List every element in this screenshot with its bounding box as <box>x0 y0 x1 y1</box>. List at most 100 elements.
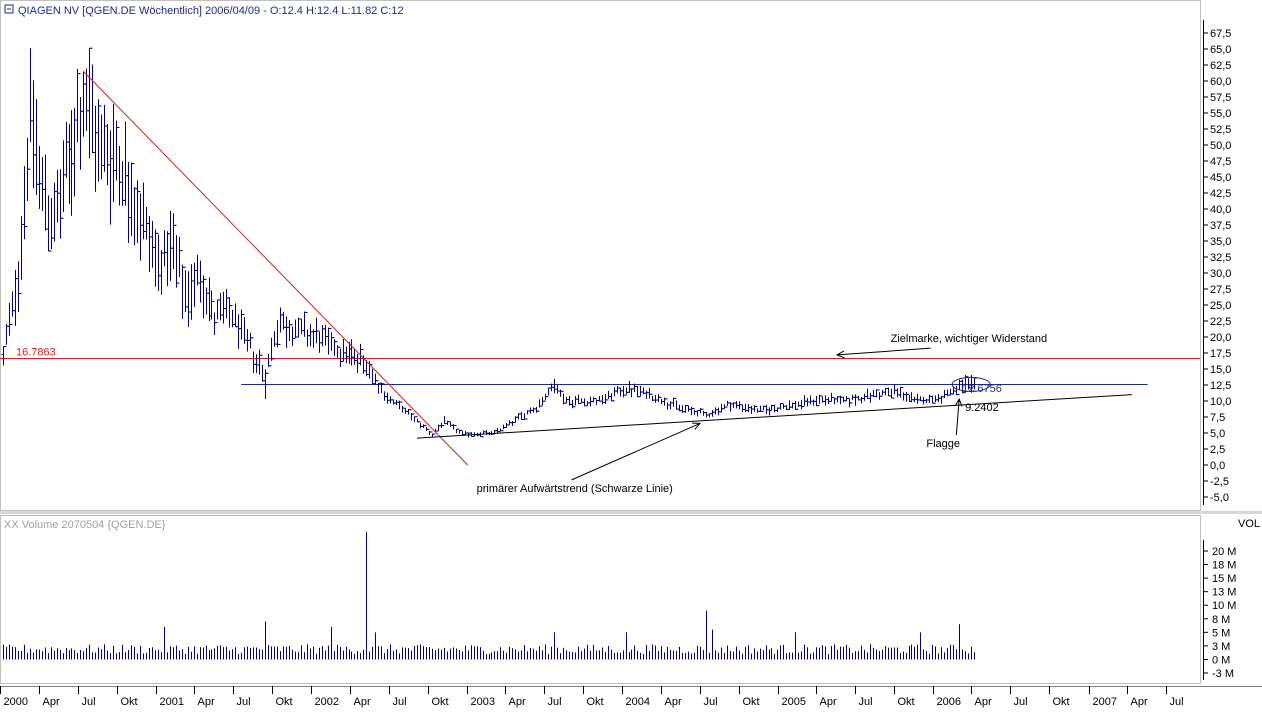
volume-tick-label: 18 M <box>1212 560 1236 572</box>
annotation-arrow-4-shaft <box>571 422 701 481</box>
price-tick-label: 57,5 <box>1210 92 1231 104</box>
annotations: Zielmarke, wichtiger Widerstand 12.6756 9.… <box>477 333 1048 495</box>
time-tick-label: Apr <box>1131 696 1148 708</box>
volume-tick-label: 20 M <box>1212 546 1236 558</box>
time-tick-label: Okt <box>276 696 293 708</box>
price-tick-label: 5,0 <box>1210 428 1225 440</box>
time-axis: 2000 Apr Jul Okt 2001 Apr Jul Okt 2002 Apr Jul Okt 2… <box>0 686 1184 708</box>
time-tick-label: Jul <box>548 696 562 708</box>
price-tick-label: 22,5 <box>1210 316 1231 328</box>
time-tick-label: Jul <box>82 696 96 708</box>
red-downtrend-line <box>83 71 469 466</box>
annotation-label: Flagge <box>926 438 960 450</box>
price-chart-title: QIAGEN NV [QGEN.DE Wöchentlich] 2006/04/… <box>18 5 404 17</box>
price-tick-label: -2,5 <box>1210 476 1229 488</box>
volume-axis-label: VOL <box>1238 518 1260 530</box>
price-tick-label: 10,0 <box>1210 396 1231 408</box>
time-tick-label: 2005 <box>782 696 806 708</box>
price-tick-label: 20,0 <box>1210 332 1231 344</box>
time-tick-label: 2002 <box>315 696 339 708</box>
chart-icon <box>4 4 14 14</box>
price-tick-label: 62,5 <box>1210 60 1231 72</box>
volume-tick-label: 10 M <box>1212 600 1236 612</box>
price-bars <box>1 47 977 438</box>
price-tick-label: 27,5 <box>1210 284 1231 296</box>
price-tick-label: 45,0 <box>1210 172 1231 184</box>
time-tick-label: Jul <box>1170 696 1184 708</box>
price-tick-label: 17,5 <box>1210 348 1231 360</box>
annotation-arrow-4-head <box>691 422 702 430</box>
price-panel-frame <box>0 0 1201 511</box>
price-tick-label: 50,0 <box>1210 140 1231 152</box>
price-tick-label: 60,0 <box>1210 76 1231 88</box>
trend-lines <box>83 71 1132 466</box>
time-tick-label: Okt <box>121 696 138 708</box>
time-tick-label: Apr <box>975 696 992 708</box>
price-title: QIAGEN NV [QGEN.DE Wöchentlich] 2006/04/… <box>4 4 404 17</box>
time-tick-label: 2006 <box>937 696 961 708</box>
time-tick-label: Jul <box>393 696 407 708</box>
resistance-label: 16.7863 <box>16 347 56 359</box>
price-tick-label: 65,0 <box>1210 44 1231 56</box>
volume-chart-title: XX Volume 2070504 {QGEN.DE} <box>4 519 166 531</box>
price-tick-label: 37,5 <box>1210 220 1231 232</box>
price-tick-label: 42,5 <box>1210 188 1231 200</box>
price-tick-label: -5,0 <box>1210 492 1229 504</box>
volume-tick-label: 5 M <box>1212 627 1230 639</box>
price-axis: 67,5 65,0 62,5 60,0 57,5 55,0 52,5 50,0 47,5 45,0… <box>1203 20 1231 505</box>
annotation-arrow-3-head <box>954 397 963 407</box>
time-tick-label: Apr <box>665 696 682 708</box>
time-tick-label: Okt <box>587 696 604 708</box>
time-tick-label: Jul <box>1014 696 1028 708</box>
price-tick-label: 30,0 <box>1210 268 1231 280</box>
volume-panel-frame <box>0 515 1201 684</box>
time-tick-label: Apr <box>820 696 837 708</box>
volume-tick-label: -3 M <box>1212 668 1234 680</box>
time-tick-label: 2007 <box>1093 696 1117 708</box>
volume-bars <box>3 532 975 660</box>
price-tick-label: 55,0 <box>1210 108 1231 120</box>
volume-tick-label: 13 M <box>1212 587 1236 599</box>
price-tick-label: 32,5 <box>1210 252 1231 264</box>
time-tick-label: 2000 <box>4 696 28 708</box>
time-tick-label: Jul <box>237 696 251 708</box>
volume-tick-label: 15 M <box>1212 573 1236 585</box>
horizontal-lines: 16.7863 <box>0 347 1200 385</box>
price-tick-label: 2,5 <box>1210 444 1225 456</box>
volume-tick-label: 8 M <box>1212 614 1230 626</box>
price-tick-label: 25,0 <box>1210 300 1231 312</box>
time-tick-label: Jul <box>704 696 718 708</box>
annotation-arrow-0-head <box>835 350 845 359</box>
price-tick-label: 35,0 <box>1210 236 1231 248</box>
price-tick-label: 15,0 <box>1210 364 1231 376</box>
price-tick-label: 67,5 <box>1210 28 1231 40</box>
price-tick-label: 7,5 <box>1210 412 1225 424</box>
time-tick-label: Okt <box>1053 696 1070 708</box>
time-tick-label: Apr <box>354 696 371 708</box>
time-tick-label: 2001 <box>160 696 184 708</box>
time-tick-label: Okt <box>898 696 915 708</box>
time-tick-label: Apr <box>198 696 215 708</box>
level-label: 12.6756 <box>962 383 1002 395</box>
annotation-arrow-0-shaft <box>836 347 931 356</box>
volume-tick-label: 3 M <box>1212 641 1230 653</box>
price-tick-label: 0,0 <box>1210 460 1225 472</box>
time-tick-label: 2003 <box>471 696 495 708</box>
level-label: 9.2402 <box>965 402 999 414</box>
time-tick-label: Okt <box>743 696 760 708</box>
annotation-label: primärer Aufwärtstrend (Schwarze Linie) <box>477 483 673 495</box>
price-tick-label: 47,5 <box>1210 156 1231 168</box>
time-tick-label: Okt <box>432 696 449 708</box>
price-tick-label: 40,0 <box>1210 204 1231 216</box>
annotation-arrow-3-shaft <box>955 399 960 436</box>
volume-axis: 20 M 18 M15 M 13 M10 M 8 M5 M 3 M0 M -3 M <box>1203 540 1236 680</box>
time-tick-label: Apr <box>509 696 526 708</box>
annotation-label: Zielmarke, wichtiger Widerstand <box>891 333 1048 345</box>
price-tick-label: 52,5 <box>1210 124 1231 136</box>
time-tick-label: Jul <box>859 696 873 708</box>
price-tick-label: 12,5 <box>1210 380 1231 392</box>
black-uptrend-line <box>416 394 1132 439</box>
volume-tick-label: 0 M <box>1212 654 1230 666</box>
